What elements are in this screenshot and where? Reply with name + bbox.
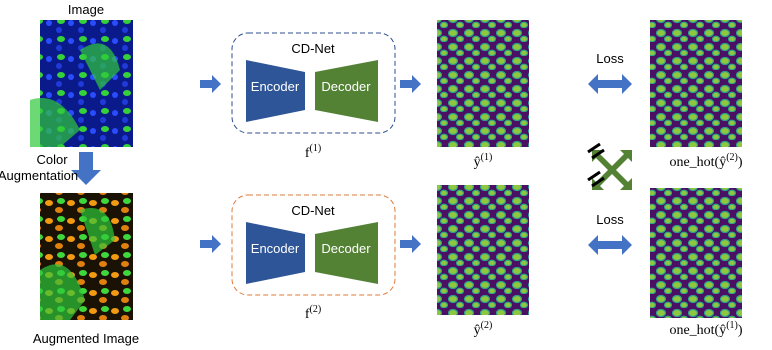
- prediction-map: [437, 185, 529, 315]
- network-name: CD-Net: [291, 203, 335, 218]
- superscript: (2): [310, 304, 322, 315]
- prediction-label: ŷ(1): [474, 152, 493, 170]
- function-label: f(1): [305, 143, 321, 161]
- decoder-label: Decoder: [321, 241, 371, 256]
- target-map: [650, 20, 742, 147]
- prediction-map: [437, 20, 529, 147]
- augmentation-label: Color: [36, 152, 68, 167]
- prefix: one_hot(: [669, 323, 719, 338]
- prefix: one_hot(: [669, 155, 719, 170]
- suffix: ): [738, 323, 743, 338]
- right-arrow: [400, 75, 421, 93]
- superscript: (1): [310, 143, 322, 154]
- suffix: ): [738, 155, 743, 170]
- diagram: Image Color Augmentation Augmented Image…: [0, 0, 772, 350]
- superscript: (2): [726, 152, 738, 163]
- augmentation-label: Augmentation: [0, 168, 78, 183]
- encoder-label: Encoder: [251, 79, 300, 94]
- target-label: one_hot(ŷ(2)): [669, 152, 742, 170]
- symbol: ŷ: [719, 323, 726, 338]
- target-label: one_hot(ŷ(1)): [669, 320, 742, 338]
- right-arrow: [400, 235, 421, 253]
- symbol: ŷ: [719, 155, 726, 170]
- prediction-label: ŷ(2): [474, 320, 493, 338]
- input-title: Image: [68, 2, 104, 17]
- right-arrow: [200, 75, 221, 93]
- superscript: (1): [481, 152, 493, 163]
- encoder-label: Encoder: [251, 241, 300, 256]
- function-label: f(2): [305, 304, 321, 322]
- superscript: (1): [726, 320, 738, 331]
- double-arrow: [588, 74, 632, 94]
- target-map: [650, 188, 742, 318]
- double-arrow: [588, 235, 632, 255]
- superscript: (2): [481, 320, 493, 331]
- symbol: ŷ: [474, 155, 481, 170]
- loss-label: Loss: [596, 212, 624, 227]
- cross-arrows: [588, 144, 632, 190]
- right-arrow: [200, 235, 221, 253]
- loss-label: Loss: [596, 51, 624, 66]
- network-name: CD-Net: [291, 41, 335, 56]
- decoder-label: Decoder: [321, 79, 371, 94]
- augmented-title: Augmented Image: [33, 331, 139, 346]
- symbol: ŷ: [474, 323, 481, 338]
